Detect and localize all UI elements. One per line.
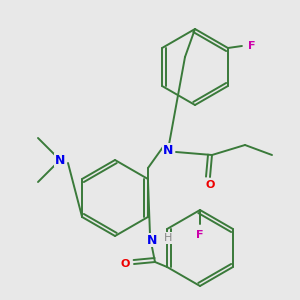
Text: N: N <box>163 143 173 157</box>
Text: F: F <box>248 41 256 51</box>
Text: H: H <box>164 233 172 243</box>
Text: F: F <box>196 230 204 240</box>
Text: N: N <box>147 233 157 247</box>
Text: O: O <box>120 259 130 269</box>
Text: N: N <box>55 154 65 166</box>
Text: O: O <box>205 180 215 190</box>
